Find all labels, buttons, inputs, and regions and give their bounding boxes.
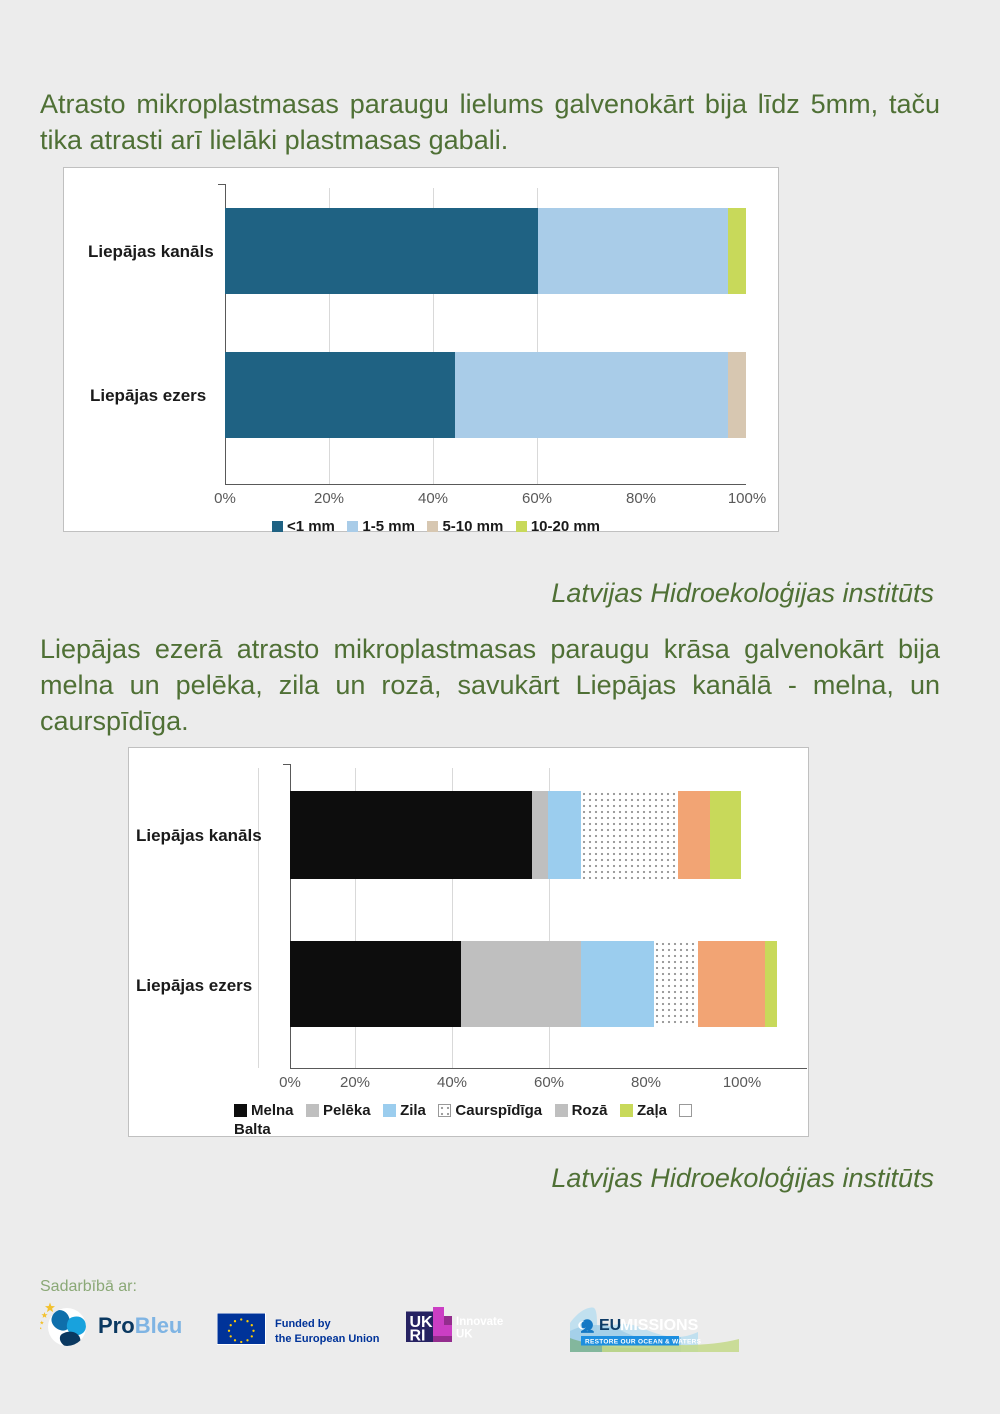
svg-text:the European Union: the European Union bbox=[275, 1333, 380, 1345]
svg-text:ProBleu: ProBleu bbox=[98, 1313, 182, 1338]
svg-text:UK: UK bbox=[456, 1329, 473, 1341]
svg-text:Innovate: Innovate bbox=[456, 1316, 503, 1328]
svg-text:RESTORE OUR OCEAN & WATERS: RESTORE OUR OCEAN & WATERS bbox=[585, 1339, 702, 1346]
svg-text:Funded by: Funded by bbox=[275, 1318, 331, 1330]
svg-text:MISSIONS: MISSIONS bbox=[620, 1317, 699, 1334]
svg-text:EU: EU bbox=[599, 1317, 621, 1334]
svg-text:RI: RI bbox=[410, 1328, 426, 1345]
